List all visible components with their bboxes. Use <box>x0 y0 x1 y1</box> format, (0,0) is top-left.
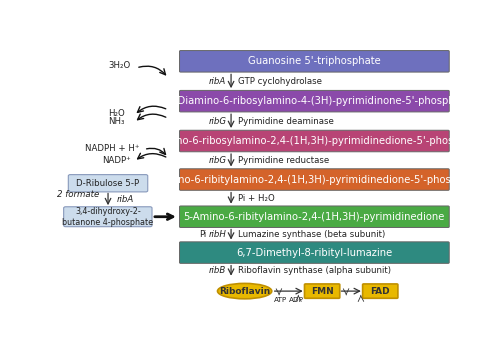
Text: 3,4-dihydroxy-2-
butanone 4-phosphate: 3,4-dihydroxy-2- butanone 4-phosphate <box>62 207 154 227</box>
Text: GTP cyclohydrolase: GTP cyclohydrolase <box>238 77 322 86</box>
Text: 3H₂O: 3H₂O <box>108 61 131 70</box>
Text: Lumazine synthase (beta subunit): Lumazine synthase (beta subunit) <box>238 230 386 239</box>
Text: Riboflavin: Riboflavin <box>219 287 270 296</box>
Text: 5-Amino-6-ribosylamino-2,4-(1H,3H)-pyrimidinedione-5'-phosphate: 5-Amino-6-ribosylamino-2,4-(1H,3H)-pyrim… <box>147 136 482 146</box>
Text: 6,7-Dimethyl-8-ribityl-lumazine: 6,7-Dimethyl-8-ribityl-lumazine <box>236 248 392 258</box>
Text: Pi + H₂O: Pi + H₂O <box>238 194 275 203</box>
FancyBboxPatch shape <box>362 284 398 298</box>
Text: ribH: ribH <box>208 230 226 239</box>
Text: 2,5-Diamino-6-ribosylamino-4-(3H)-pyrimidinone-5'-phosphate: 2,5-Diamino-6-ribosylamino-4-(3H)-pyrimi… <box>158 96 471 106</box>
Text: ribA: ribA <box>116 195 134 204</box>
Text: 5-Amino-6-ribitylamino-2,4-(1H,3H)-pyrimidinedione-5'-phosphate: 5-Amino-6-ribitylamino-2,4-(1H,3H)-pyrim… <box>149 175 480 185</box>
Text: ribG: ribG <box>208 117 226 126</box>
Text: D-Ribulose 5-P: D-Ribulose 5-P <box>76 179 140 188</box>
Text: ADP: ADP <box>289 297 304 303</box>
Text: Guanosine 5'-triphosphate: Guanosine 5'-triphosphate <box>248 56 381 66</box>
FancyBboxPatch shape <box>180 90 449 112</box>
Text: ribB: ribB <box>209 266 226 275</box>
Text: 5-Amino-6-ribitylamino-2,4-(1H,3H)-pyrimidinedione: 5-Amino-6-ribitylamino-2,4-(1H,3H)-pyrim… <box>184 212 445 222</box>
FancyBboxPatch shape <box>180 242 449 263</box>
FancyBboxPatch shape <box>64 207 152 227</box>
FancyBboxPatch shape <box>180 130 449 152</box>
FancyBboxPatch shape <box>180 51 449 72</box>
FancyBboxPatch shape <box>304 284 340 298</box>
Text: Pyrimidine deaminase: Pyrimidine deaminase <box>238 117 334 126</box>
Text: FAD: FAD <box>370 287 390 296</box>
Text: ribG: ribG <box>208 156 226 165</box>
Ellipse shape <box>218 283 272 299</box>
Text: FMN: FMN <box>311 287 334 296</box>
Text: NADPH + H⁺: NADPH + H⁺ <box>85 144 140 153</box>
Text: 2 formate: 2 formate <box>58 190 100 199</box>
FancyBboxPatch shape <box>68 175 148 192</box>
Text: Riboflavin synthase (alpha subunit): Riboflavin synthase (alpha subunit) <box>238 266 391 275</box>
Text: NH₃: NH₃ <box>108 117 125 126</box>
Text: Pyrimidine reductase: Pyrimidine reductase <box>238 156 330 165</box>
Text: NADP⁺: NADP⁺ <box>102 156 131 166</box>
Text: ribA: ribA <box>209 77 226 86</box>
Text: ATP: ATP <box>274 297 287 303</box>
FancyBboxPatch shape <box>180 169 449 190</box>
FancyBboxPatch shape <box>180 206 449 227</box>
Text: Pi: Pi <box>198 230 206 239</box>
Text: H₂O: H₂O <box>108 109 125 118</box>
